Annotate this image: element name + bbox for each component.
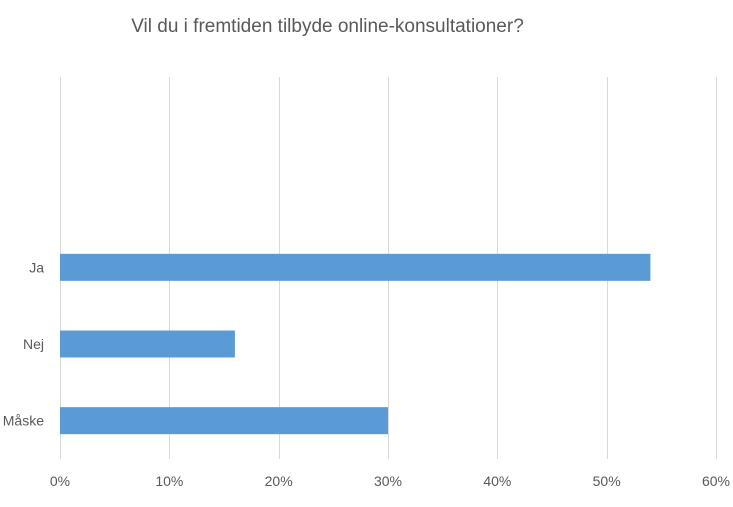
x-tick-label: 10% <box>155 473 183 489</box>
x-tick-labels: 0% 10% 20% 30% 40% 50% 60% <box>50 473 730 489</box>
category-labels: Ja Nej Måske <box>3 259 44 428</box>
bar-1 <box>60 253 651 281</box>
category-label: Måske <box>3 413 44 429</box>
x-tick-label: 0% <box>50 473 70 489</box>
x-tick-label: 30% <box>374 473 402 489</box>
category-label: Nej <box>23 336 44 352</box>
bar-3 <box>60 407 388 435</box>
x-tick-label: 60% <box>702 473 730 489</box>
bars <box>60 253 651 435</box>
category-label: Ja <box>29 259 44 275</box>
x-tick-label: 40% <box>483 473 511 489</box>
chart-title: Vil du i fremtiden tilbyde online-konsul… <box>131 16 524 37</box>
bar-2 <box>60 330 235 358</box>
x-tick-label: 20% <box>265 473 293 489</box>
x-tick-label: 50% <box>593 473 621 489</box>
